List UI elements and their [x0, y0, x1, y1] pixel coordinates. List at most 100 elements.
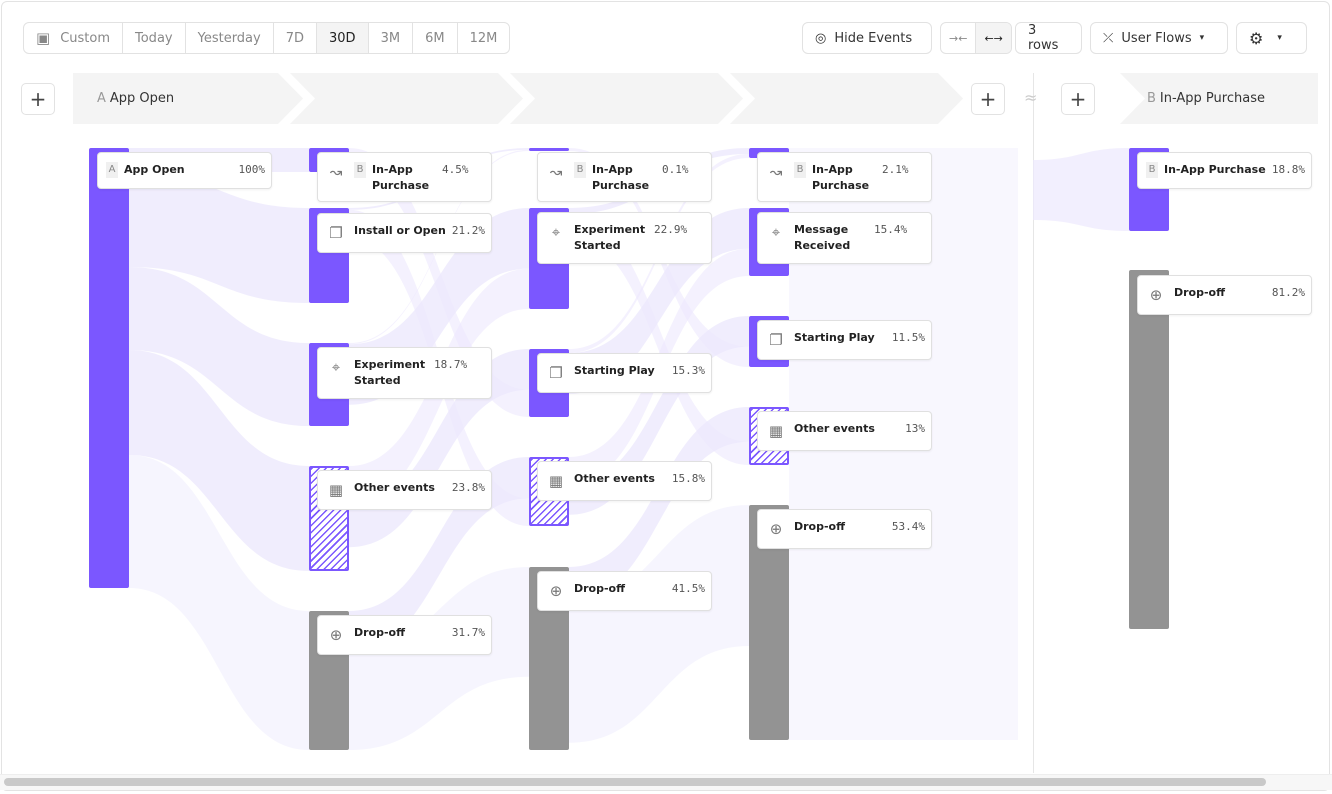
settings-button[interactable]: ⚙ ▾ [1236, 22, 1307, 54]
node-name: Starting Play [794, 331, 875, 344]
node-card[interactable]: ↝ B In-App Purchase 0.1% [537, 152, 712, 202]
node-name: App Open [124, 163, 185, 176]
date-7d[interactable]: 7D [274, 23, 317, 53]
node-card[interactable]: ⌖ Experiment Started 18.7% [317, 347, 492, 399]
node-bar[interactable] [529, 148, 569, 151]
flow-link[interactable] [129, 267, 309, 426]
node-percent: 4.5% [442, 163, 469, 176]
arrow-down-circle-icon: ⊕ [769, 520, 783, 538]
node-card[interactable]: ↝ B In-App Purchase 4.5% [317, 152, 492, 202]
horizontal-scrollbar[interactable] [4, 778, 1266, 786]
node-percent: 11.5% [891, 331, 925, 344]
node-card[interactable]: ❐ Install or Open 21.2% [317, 213, 492, 253]
copy-icon: ❐ [329, 224, 343, 242]
node-name: In-App Purchase [812, 163, 870, 192]
node-card[interactable]: ▦ Other events 15.8% [537, 461, 712, 501]
grid-icon: ▦ [328, 481, 344, 499]
node-bar[interactable] [1129, 270, 1169, 629]
node-percent: 13% [905, 422, 925, 435]
flow-link[interactable] [569, 407, 749, 602]
arrow-down-circle-icon: ⊕ [1149, 286, 1163, 304]
date-3m[interactable]: 3M [369, 23, 414, 53]
expand-icon[interactable]: ←→ [976, 23, 1011, 53]
gear-icon: ⚙ [1249, 28, 1264, 48]
node-percent: 41.5% [671, 582, 705, 595]
date-today[interactable]: Today [123, 23, 186, 53]
segment-divider [1033, 73, 1034, 773]
node-percent: 18.7% [434, 358, 468, 371]
add-step-button[interactable]: + [971, 83, 1005, 115]
flow-link[interactable] [129, 455, 309, 750]
arrow-down-circle-icon: ⊕ [329, 626, 343, 644]
node-percent: 15.4% [874, 223, 908, 236]
node-card[interactable]: ⊕ Drop-off 41.5% [537, 571, 712, 611]
flow-link[interactable] [1033, 148, 1129, 231]
node-card[interactable]: ⊕ Drop-off 81.2% [1137, 275, 1312, 315]
date-30d[interactable]: 30D [317, 23, 369, 53]
node-card[interactable]: ⌖ Experiment Started 22.9% [537, 212, 712, 264]
step-a-label[interactable]: A App Open [97, 91, 175, 106]
date-range-selector: ▣ Custom Today Yesterday 7D 30D 3M 6M 12M [23, 22, 511, 54]
goal-arrow-icon: ↝ [549, 163, 563, 181]
node-percent: 2.1% [882, 163, 909, 176]
node-card[interactable]: ▦ Other events 13% [757, 411, 932, 451]
flow-link[interactable] [569, 316, 749, 515]
node-card[interactable]: A App Open 100% [97, 152, 272, 189]
node-name: Message Received [794, 223, 851, 252]
node-percent: 15.3% [671, 364, 705, 377]
flows-chart-icon: ⤫ [1103, 30, 1114, 46]
date-12m[interactable]: 12M [469, 30, 498, 46]
flow-link[interactable] [349, 148, 529, 417]
node-card[interactable]: ▦ Other events 23.8% [317, 470, 492, 510]
node-percent: 23.8% [451, 481, 485, 494]
node-card[interactable]: ⌖ Message Received 15.4% [757, 212, 932, 264]
rows-button[interactable]: 3 rows [1015, 22, 1082, 54]
node-card[interactable]: ⊕ Drop-off 31.7% [317, 615, 492, 655]
node-bar[interactable] [89, 148, 129, 588]
node-card[interactable]: B In-App Purchase 18.8% [1137, 152, 1312, 189]
step-a-icon: A [106, 162, 118, 178]
chevron-down-icon: ▾ [1199, 33, 1205, 43]
arrow-down-circle-icon: ⊕ [549, 582, 563, 600]
flow-link[interactable] [129, 350, 309, 571]
node-card[interactable]: ↝ B In-App Purchase 2.1% [757, 152, 932, 202]
goal-arrow-icon: ↝ [769, 163, 783, 181]
date-custom[interactable]: ▣ Custom [24, 23, 123, 53]
node-name: Drop-off [1174, 286, 1226, 299]
add-step-before-button[interactable]: + [21, 83, 55, 115]
cursor-click-icon: ⌖ [331, 358, 341, 376]
hide-events-button[interactable]: ◎ Hide Events [802, 22, 932, 54]
node-percent: 100% [238, 163, 266, 176]
step-b-icon: B [1146, 162, 1158, 178]
eye-off-icon: ◎ [815, 30, 827, 46]
collapse-icon[interactable]: →← [941, 23, 977, 53]
node-name: Install or Open [354, 224, 446, 237]
flow-link[interactable] [569, 214, 749, 465]
node-name: Drop-off [574, 582, 626, 595]
node-name: Drop-off [354, 626, 406, 639]
flow-link[interactable] [349, 567, 529, 750]
node-name: In-App Purchase [372, 163, 430, 192]
copy-icon: ❐ [549, 364, 563, 382]
node-name: In-App Purchase [592, 163, 650, 192]
node-card[interactable]: ⊕ Drop-off 53.4% [757, 509, 932, 549]
step-badge: B [574, 162, 586, 178]
node-card[interactable]: ❐ Starting Play 15.3% [537, 353, 712, 393]
chevron-down-icon: ▾ [1277, 33, 1282, 43]
node-percent: 21.2% [451, 224, 485, 237]
node-name: Other events [574, 472, 655, 485]
add-step-b-button[interactable]: + [1061, 83, 1095, 115]
flow-link[interactable] [569, 505, 749, 743]
node-percent: 15.8% [671, 472, 705, 485]
date-yesterday[interactable]: Yesterday [186, 23, 274, 53]
node-name: Experiment Started [354, 358, 426, 387]
view-selector[interactable]: ⤫ User Flows ▾ [1090, 22, 1228, 54]
flow-link[interactable] [129, 172, 309, 303]
date-6m[interactable]: 6M [413, 23, 458, 53]
node-bar[interactable] [309, 466, 349, 571]
node-card[interactable]: ❐ Starting Play 11.5% [757, 320, 932, 360]
node-percent: 53.4% [891, 520, 925, 533]
node-name: Experiment Started [574, 223, 646, 252]
step-b-label[interactable]: B In-App Purchase [1147, 91, 1265, 106]
